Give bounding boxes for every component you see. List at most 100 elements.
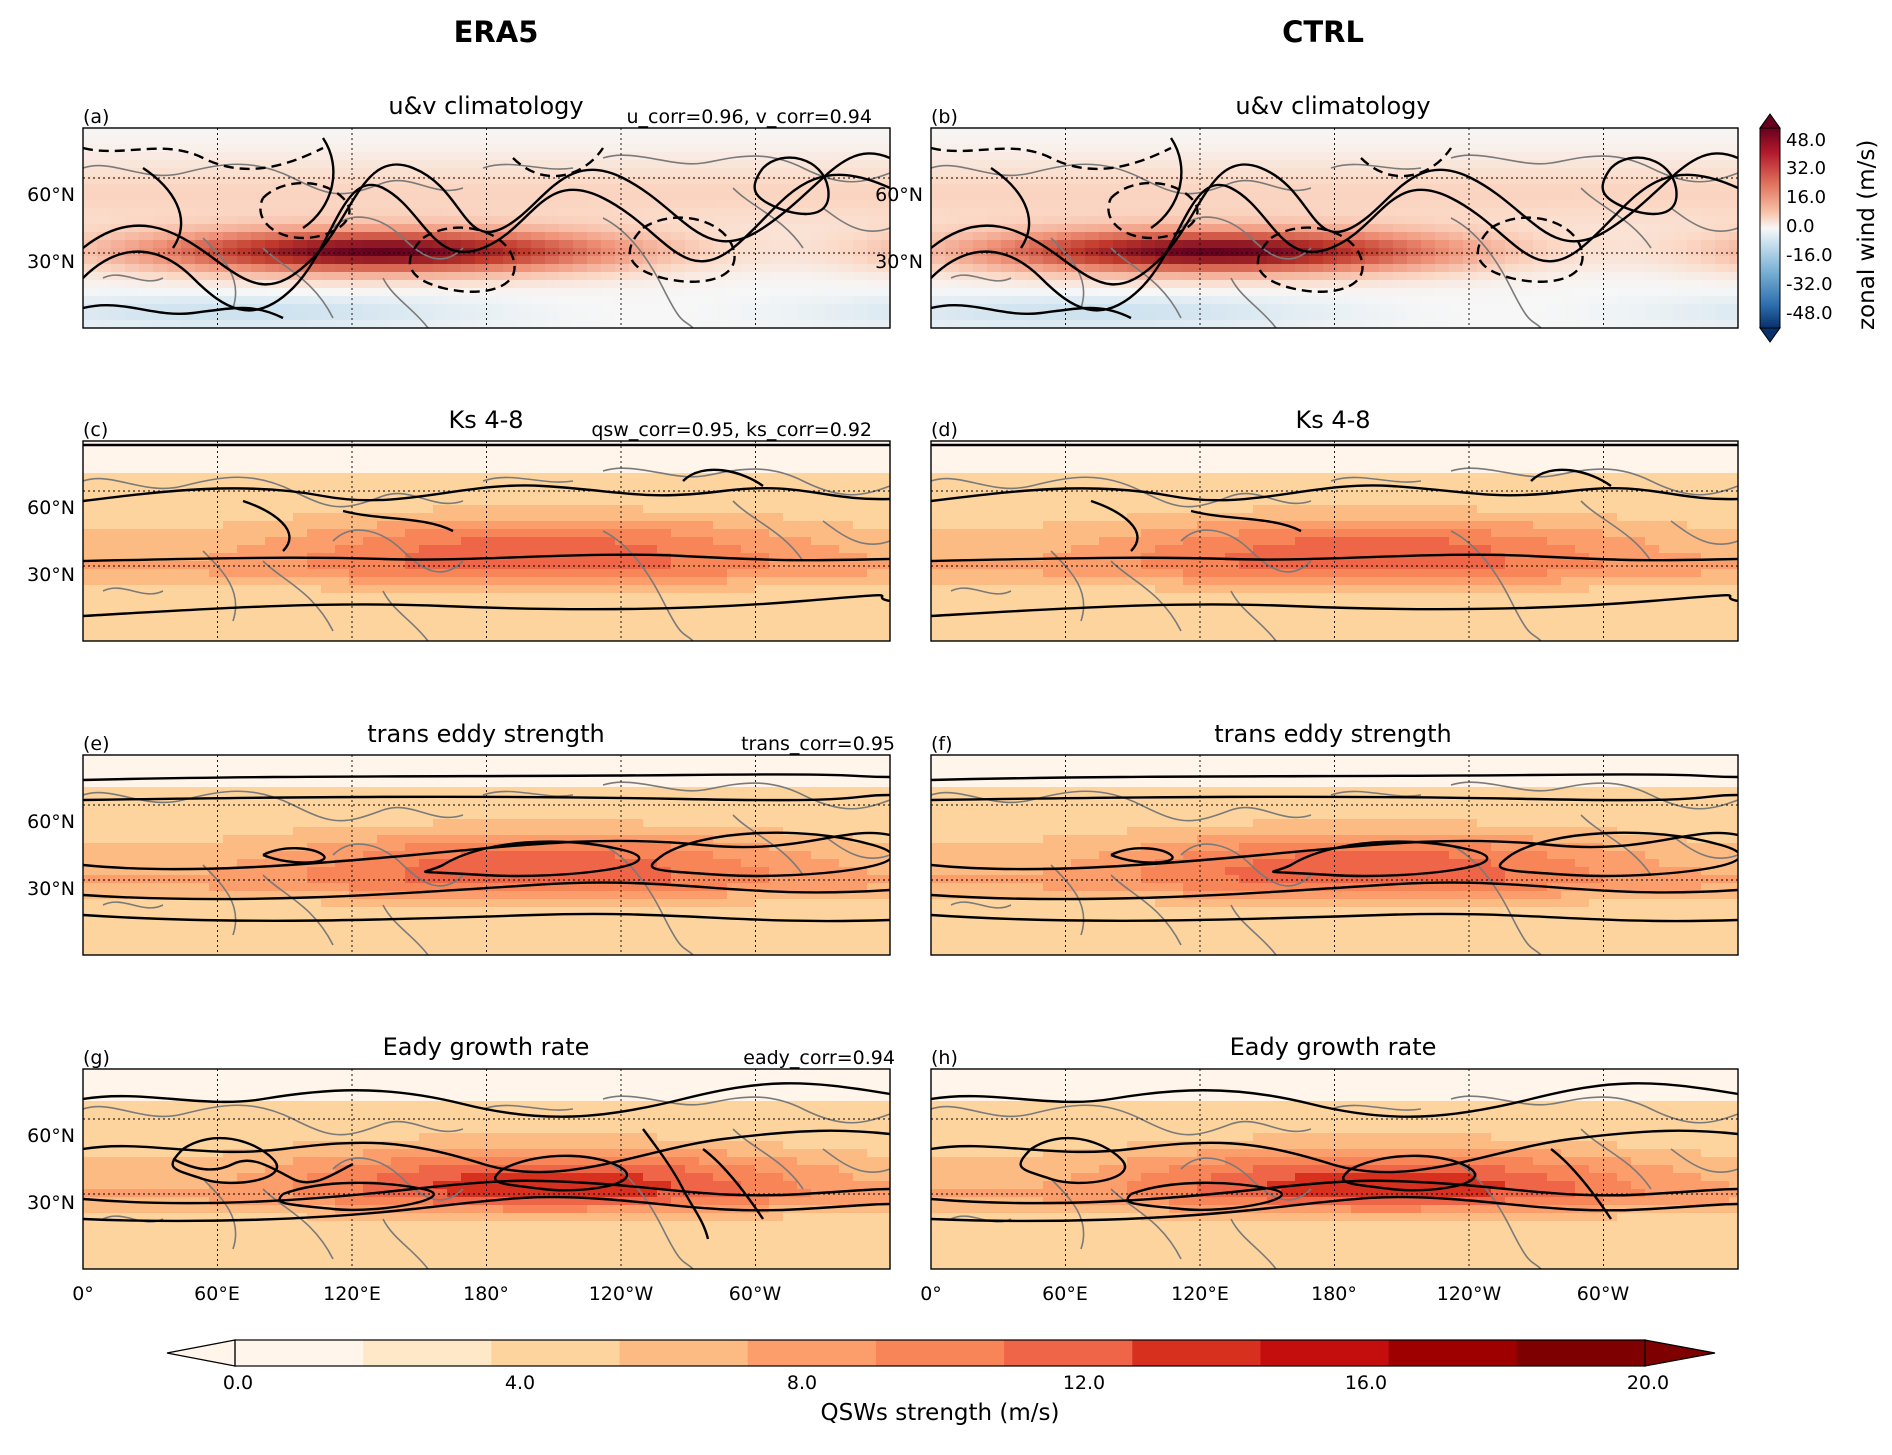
field-cell <box>237 152 252 161</box>
field-cell <box>237 545 252 554</box>
field-cell <box>713 264 728 273</box>
field-cell <box>1421 280 1436 289</box>
field-cell <box>251 136 266 145</box>
field-cell <box>797 529 812 538</box>
field-cell <box>461 609 476 618</box>
field-cell <box>1085 152 1100 161</box>
field-cell <box>1701 224 1716 233</box>
field-cell <box>867 449 882 458</box>
field-cell <box>1141 144 1156 153</box>
field-cell <box>685 280 700 289</box>
field-cell <box>1127 144 1142 153</box>
field-cell <box>931 152 946 161</box>
field-cell <box>433 248 448 257</box>
field-cell <box>615 593 630 602</box>
field-cell <box>167 513 182 522</box>
field-cell <box>601 296 616 305</box>
field-cell <box>503 489 518 498</box>
field-cell <box>419 160 434 169</box>
field-cell <box>1029 280 1044 289</box>
field-cell <box>573 216 588 225</box>
field-cell <box>1281 208 1296 217</box>
field-cell <box>867 144 882 153</box>
field-cell <box>1379 152 1394 161</box>
field-cell <box>1001 216 1016 225</box>
field-cell <box>1477 136 1492 145</box>
field-cell <box>713 128 728 137</box>
field-cell <box>391 256 406 265</box>
field-cell <box>517 569 532 578</box>
field-cell <box>97 248 112 257</box>
field-cell <box>783 296 798 305</box>
field-cell <box>195 601 210 610</box>
field-cell <box>685 481 700 490</box>
field-cell <box>1393 128 1408 137</box>
field-cell <box>139 505 154 514</box>
field-cell <box>503 304 518 313</box>
field-cell <box>559 473 574 482</box>
field-cell <box>363 545 378 554</box>
field-cell <box>167 256 182 265</box>
field-cell <box>987 288 1002 297</box>
field-cell <box>587 128 602 137</box>
field-cell <box>1267 192 1282 201</box>
field-cell <box>1001 200 1016 209</box>
field-cell <box>1435 457 1450 466</box>
field-cell <box>181 240 196 249</box>
field-cell <box>321 248 336 257</box>
field-cell <box>959 152 974 161</box>
field-cell <box>741 192 756 201</box>
field-cell <box>139 304 154 313</box>
field-cell <box>531 136 546 145</box>
field-cell <box>1365 168 1380 177</box>
field-cell <box>811 200 826 209</box>
field-cell <box>1113 144 1128 153</box>
field-cell <box>517 465 532 474</box>
field-cell <box>1463 449 1478 458</box>
field-cell <box>293 280 308 289</box>
field-cell <box>545 152 560 161</box>
field-cell <box>783 609 798 618</box>
field-cell <box>1351 457 1366 466</box>
field-cell <box>1239 216 1254 225</box>
field-cell <box>279 577 294 586</box>
field-cell <box>209 625 224 634</box>
field-cell <box>1645 473 1660 482</box>
coastline <box>602 530 694 641</box>
field-cell <box>1043 160 1058 169</box>
field-cell <box>1687 312 1702 321</box>
field-cell <box>1673 497 1688 506</box>
field-cell <box>293 232 308 241</box>
field-cell <box>545 144 560 153</box>
field-cell <box>1183 296 1198 305</box>
field-cell <box>1379 248 1394 257</box>
field-cell <box>209 240 224 249</box>
field-cell <box>391 625 406 634</box>
field-cell <box>657 232 672 241</box>
field-cell <box>1239 224 1254 233</box>
field-cell <box>629 553 644 562</box>
field-cell <box>1141 505 1156 514</box>
field-cell <box>545 288 560 297</box>
field-cell <box>1715 200 1730 209</box>
field-cell <box>825 497 840 506</box>
field-cell <box>195 200 210 209</box>
field-cell <box>987 320 1002 328</box>
field-cell <box>1435 304 1450 313</box>
field-cell <box>461 224 476 233</box>
field-cell <box>111 160 126 169</box>
field-cell <box>1505 280 1520 289</box>
field-cell <box>1645 128 1660 137</box>
field-cell <box>1351 208 1366 217</box>
field-cell <box>671 457 686 466</box>
field-cell <box>405 160 420 169</box>
field-cell <box>559 601 574 610</box>
field-cell <box>755 553 770 562</box>
field-cell <box>783 320 798 328</box>
field-cell <box>475 545 490 554</box>
field-cell <box>713 617 728 626</box>
field-cell <box>363 320 378 328</box>
field-cell <box>1337 296 1352 305</box>
field-cell <box>1533 449 1548 458</box>
field-cell <box>307 545 322 554</box>
